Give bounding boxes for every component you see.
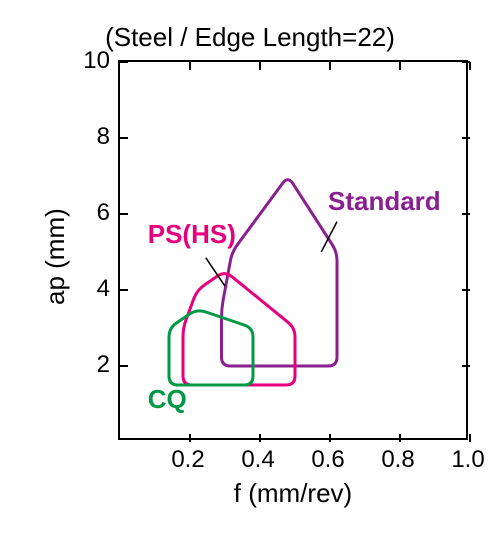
y-axis-label: ap (mm) bbox=[40, 208, 71, 305]
xtick-label: 0.8 bbox=[373, 446, 423, 474]
series-region-standard bbox=[222, 180, 338, 366]
xtick-label: 1.0 bbox=[443, 446, 493, 474]
chart-figure: (Steel / Edge Length=22) ap (mm) f (mm/r… bbox=[0, 0, 500, 550]
ytick-label: 2 bbox=[70, 351, 110, 379]
series-label-ps(hs): PS(HS) bbox=[148, 219, 236, 250]
xtick-label: 0.6 bbox=[303, 446, 353, 474]
series-label-standard: Standard bbox=[328, 186, 441, 217]
ytick-label: 6 bbox=[70, 199, 110, 227]
x-axis-label: f (mm/rev) bbox=[118, 478, 468, 509]
xtick-label: 0.2 bbox=[163, 446, 213, 474]
ytick-label: 8 bbox=[70, 123, 110, 151]
xtick-label: 0.4 bbox=[233, 446, 283, 474]
series-region-ps(hs) bbox=[183, 274, 295, 385]
series-label-cq: CQ bbox=[148, 384, 187, 415]
ytick-label: 10 bbox=[70, 47, 110, 75]
ytick-label: 4 bbox=[70, 275, 110, 303]
